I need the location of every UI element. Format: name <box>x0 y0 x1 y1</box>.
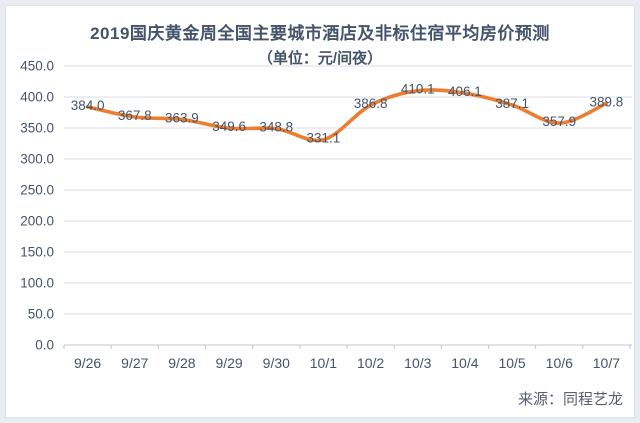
data-label: 349.6 <box>212 119 246 134</box>
data-label: 387.1 <box>495 96 529 111</box>
chart-card <box>5 5 635 418</box>
x-tick-label: 10/7 <box>593 355 620 371</box>
data-label: 410.1 <box>401 82 435 97</box>
data-label: 384.0 <box>71 98 105 113</box>
x-tick-label: 9/26 <box>74 355 101 371</box>
x-axis-ticks <box>63 345 631 349</box>
data-label: 389.8 <box>590 94 624 109</box>
price-series-line <box>85 88 609 143</box>
x-tick-label: 10/6 <box>546 355 573 371</box>
y-tick-label: 450.0 <box>20 59 54 74</box>
y-tick-label: 50.0 <box>28 307 54 322</box>
x-tick-label: 10/1 <box>310 355 337 371</box>
y-tick-label: 350.0 <box>20 121 54 136</box>
chart-title: 2019国庆黄金周全国主要城市酒店及非标住宿平均房价预测 <box>90 24 550 43</box>
chart-subtitle: （单位：元/间夜） <box>257 50 383 67</box>
y-tick-label: 100.0 <box>20 276 54 291</box>
x-tick-label: 10/5 <box>498 355 525 371</box>
data-label: 357.9 <box>542 114 576 129</box>
data-label: 367.8 <box>118 108 152 123</box>
data-label: 406.1 <box>448 84 482 99</box>
y-tick-label: 250.0 <box>20 183 54 198</box>
x-tick-label: 9/30 <box>263 355 290 371</box>
x-tick-label: 9/29 <box>215 355 242 371</box>
data-label: 331.1 <box>307 131 341 146</box>
y-tick-label: 400.0 <box>20 90 54 105</box>
x-tick-label: 10/2 <box>357 355 384 371</box>
x-tick-label: 10/4 <box>451 355 478 371</box>
data-label: 363.9 <box>165 110 199 125</box>
source-label: 来源：同程艺龙 <box>517 391 623 408</box>
x-tick-label: 10/3 <box>404 355 431 371</box>
x-tick-label: 9/28 <box>168 355 195 371</box>
x-tick-label: 9/27 <box>121 355 148 371</box>
y-tick-label: 0.0 <box>35 338 54 353</box>
y-tick-label: 300.0 <box>20 152 54 167</box>
y-tick-label: 150.0 <box>20 245 54 260</box>
x-axis-labels: 9/26 9/27 9/28 9/29 9/30 10/1 10/2 10/3 10/4 10/5… <box>74 355 620 371</box>
data-labels: 384.0 367.8 363.9 349.6 348.8 331.1 386.8 410.1… <box>71 82 624 146</box>
y-gridlines <box>64 65 632 346</box>
y-axis-labels: 0.0 50.0 100.0 150.0 200.0 250.0 300.0 350.0 400… <box>20 59 54 353</box>
data-label: 348.8 <box>259 120 293 135</box>
data-label: 386.8 <box>354 96 388 111</box>
y-tick-label: 200.0 <box>20 214 54 229</box>
